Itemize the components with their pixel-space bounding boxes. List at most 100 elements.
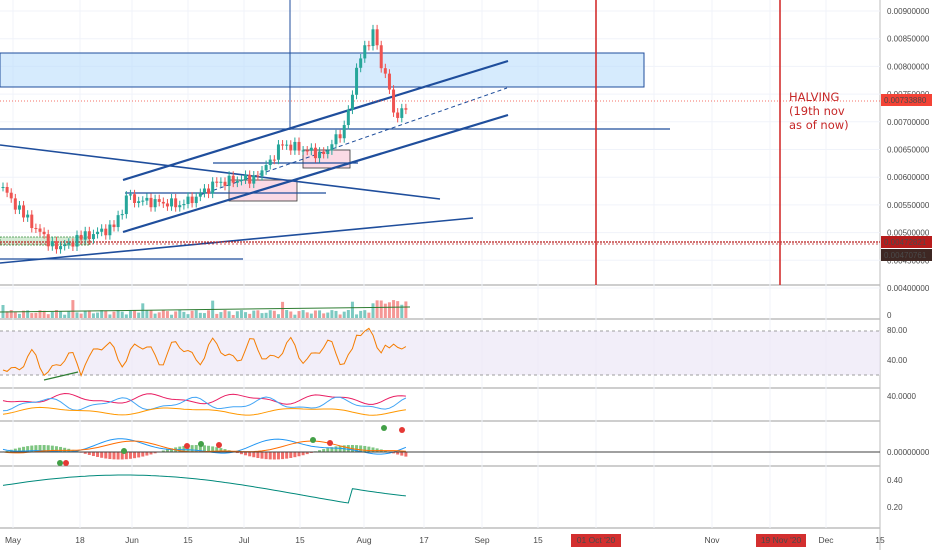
x-highlight-oct-label: 01 Oct '20 [577, 535, 616, 545]
candle [170, 198, 174, 207]
candle [59, 246, 63, 250]
resistance-zone [0, 52, 645, 88]
channel-lower [122, 113, 509, 234]
dmi-axis-label: 40.0000 [887, 392, 916, 401]
candle [26, 214, 30, 218]
candle [400, 108, 404, 118]
rsi-line [2, 327, 407, 377]
volume-bar [342, 311, 346, 318]
volume-bar [198, 312, 202, 318]
x-tick-label: Nov [704, 535, 720, 545]
macd-cross-dot [121, 448, 127, 454]
candle [145, 197, 149, 201]
volume-bar [248, 313, 252, 318]
macd-bar [30, 445, 34, 453]
volume-bar [165, 311, 169, 318]
candle [297, 141, 301, 151]
candle [219, 181, 223, 183]
x-tick-label: Aug [356, 535, 371, 545]
current-price-tag [881, 94, 932, 106]
macd-bar [268, 452, 272, 460]
price-tick-label: 0.00550000 [887, 201, 930, 210]
price-tick-label: 0.00400000 [887, 284, 930, 293]
candle [30, 214, 34, 229]
macd-bar [371, 447, 375, 453]
price-tick-label: 0.00500000 [887, 229, 930, 238]
macd-axis-label: 0.00000000 [887, 448, 930, 457]
macd-bar [244, 452, 248, 456]
x-tick-label: Sep [474, 535, 489, 545]
volume-bar [79, 313, 83, 318]
volume-bar [252, 310, 256, 318]
volume-bar [34, 312, 38, 318]
rsi-divergence-arrow [43, 371, 79, 381]
macd-bar [330, 447, 334, 453]
macd-bar [252, 452, 256, 458]
volume-bar [355, 314, 359, 318]
volume-ma [0, 306, 411, 313]
volume-bar [87, 310, 91, 318]
volume-bar [46, 314, 50, 318]
volume-bar [396, 301, 400, 318]
macd-bar [289, 452, 293, 458]
volume-bar [375, 300, 379, 318]
candle [223, 181, 227, 186]
x-tick-label: 15 [533, 535, 543, 545]
candle [149, 197, 153, 208]
candle [46, 234, 50, 247]
macd-bar [367, 446, 371, 453]
macd-bar [149, 452, 153, 455]
macd-bar [198, 445, 202, 453]
volume-bar [359, 310, 363, 318]
candle [87, 231, 91, 240]
macd-bar [215, 447, 219, 453]
volume-bar [268, 310, 272, 318]
volume-bar [260, 313, 264, 318]
volume-bar [379, 300, 383, 318]
volume-bar [239, 310, 243, 318]
volume-bar [301, 310, 305, 318]
volume-bar [133, 310, 137, 318]
macd-bar [239, 452, 243, 455]
macd-bar [59, 446, 63, 453]
price-tick-label: 0.00850000 [887, 35, 930, 44]
macd-cross-dot [399, 427, 405, 433]
candle [22, 205, 26, 218]
macd-bar [112, 452, 116, 460]
candle [211, 181, 215, 194]
macd-bar [96, 452, 100, 457]
macd-bar [54, 446, 58, 453]
volume-bar [289, 311, 293, 318]
macd-bar [26, 446, 30, 453]
level-label-2: 0.00470761 [884, 251, 927, 260]
volume-bar [309, 313, 313, 318]
macd-bar [276, 452, 280, 460]
volume-bar [305, 312, 309, 318]
volume-bar [30, 313, 34, 318]
candle [63, 244, 67, 247]
candle [227, 175, 231, 186]
candle [190, 196, 194, 204]
candle [17, 205, 21, 210]
volume-bar [71, 300, 75, 318]
candle [252, 175, 256, 184]
volume-bar [54, 310, 58, 318]
volume-bar [404, 301, 408, 318]
macd-bar [116, 452, 120, 460]
candle [301, 150, 305, 152]
volume-bar [202, 313, 206, 318]
candle [313, 147, 317, 159]
candle [272, 159, 276, 161]
macd-bar [326, 448, 330, 453]
candle [371, 29, 375, 47]
volume-bar [330, 310, 334, 318]
candle [75, 234, 79, 247]
candle [161, 201, 165, 204]
candle [186, 196, 190, 205]
candle [239, 179, 243, 181]
x-tick-label: Jul [239, 535, 250, 545]
macd-bar [400, 452, 404, 456]
macd-bar [133, 452, 137, 459]
